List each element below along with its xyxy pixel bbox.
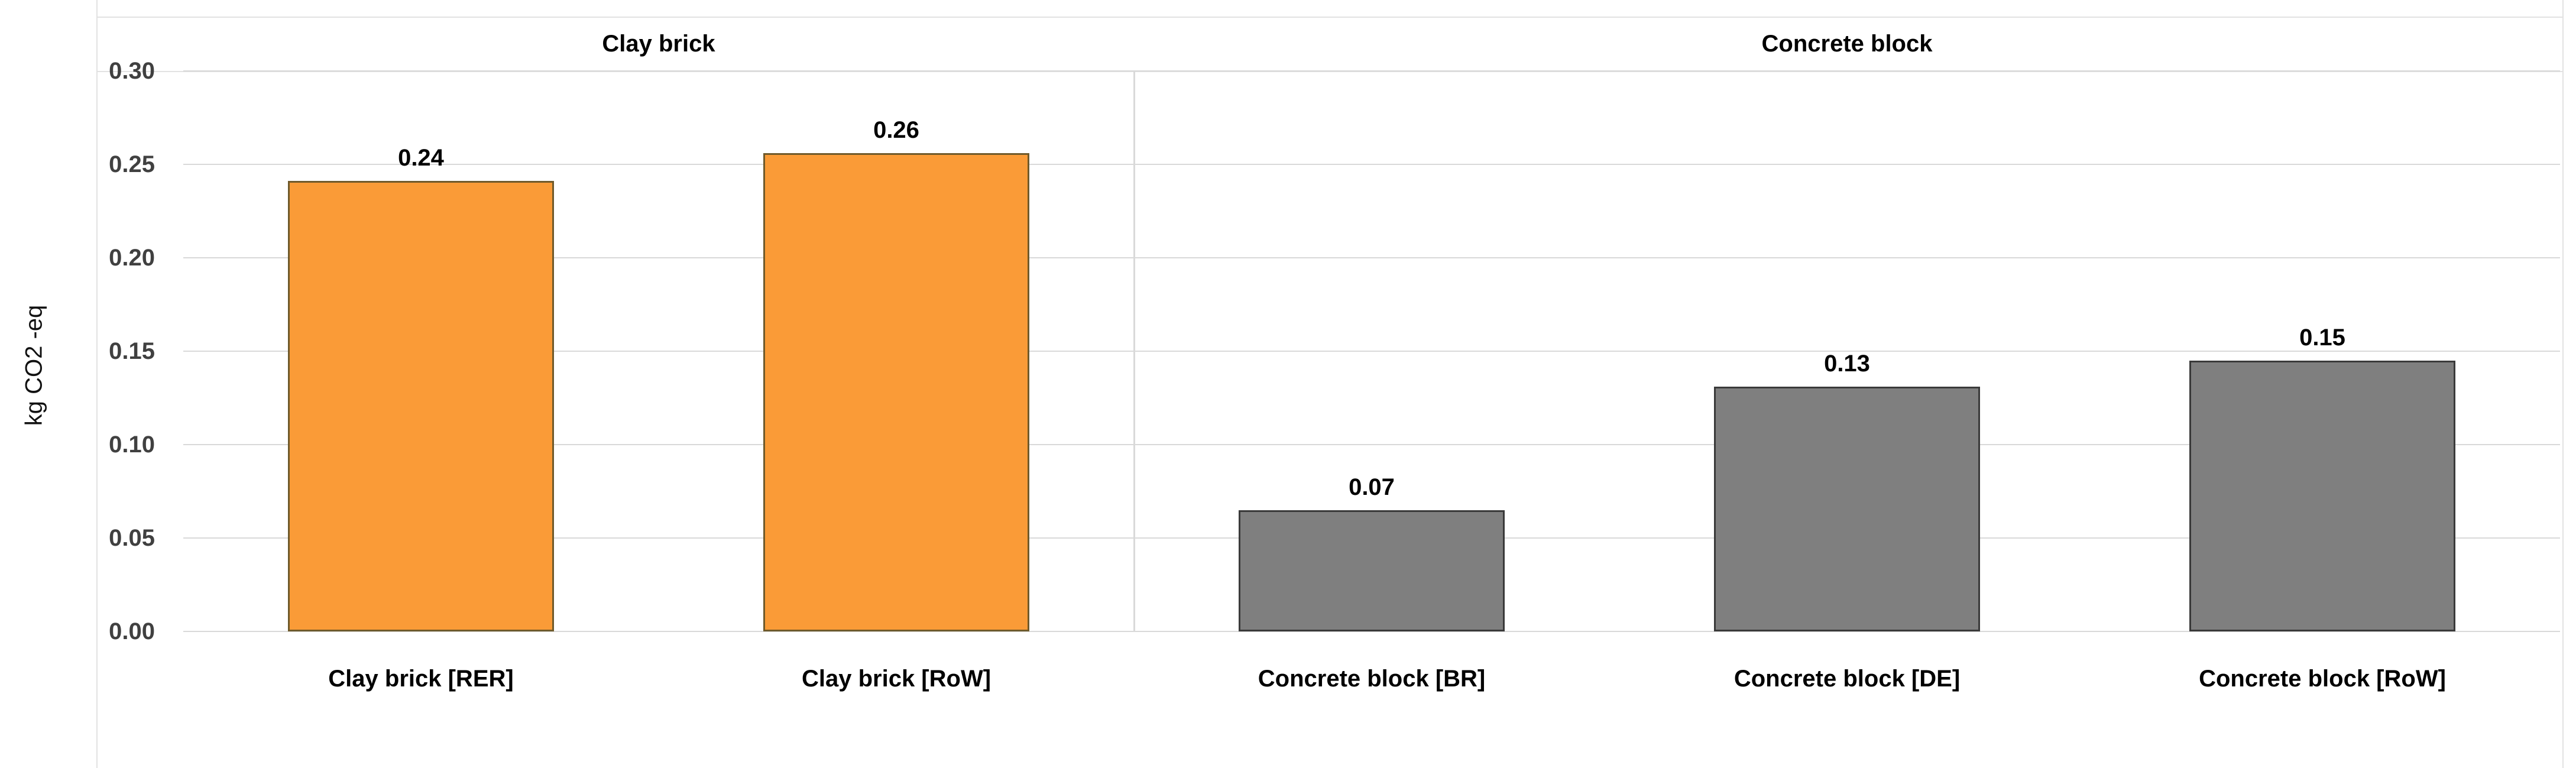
category-label: Clay brick [RER]: [328, 666, 514, 692]
bar-value-label: 0.26: [873, 117, 919, 144]
y-axis-tick-label: 0.15: [109, 338, 155, 364]
category-label: Clay brick [RoW]: [801, 666, 991, 692]
gridline: [183, 444, 2560, 445]
chart-top-border: [96, 17, 2564, 18]
group-header: Clay brick: [602, 31, 715, 57]
y-axis-tick-label: 0.20: [109, 245, 155, 271]
bar-value-label: 0.13: [1824, 351, 1870, 377]
bar-value-label: 0.15: [2299, 324, 2345, 351]
bar-value-label: 0.24: [398, 145, 444, 171]
bar: [2189, 360, 2455, 631]
bar: [1239, 510, 1505, 631]
bar-value-label: 0.07: [1349, 474, 1395, 500]
gridline: [183, 164, 2560, 165]
group-header: Concrete block: [1761, 31, 1933, 57]
chart-right-border: [2562, 0, 2564, 768]
bar: [288, 181, 554, 631]
y-axis-tick-label: 0.25: [109, 151, 155, 177]
y-axis-tick-label: 0.10: [109, 432, 155, 458]
chart-left-border: [96, 0, 98, 768]
y-axis-tick-label: 0.00: [109, 618, 155, 644]
group-divider: [1133, 71, 1135, 631]
category-label: Concrete block [DE]: [1733, 666, 1961, 692]
header-band-divider: [96, 71, 2564, 72]
bar: [1714, 387, 1980, 631]
gridline: [183, 70, 2560, 72]
gridline: [183, 351, 2560, 352]
gridline: [183, 257, 2560, 258]
gridline: [183, 631, 2560, 632]
category-label: Concrete block [RoW]: [2199, 666, 2446, 692]
y-axis-tick-label: 0.05: [109, 525, 155, 551]
y-axis-tick-label: 0.30: [109, 58, 155, 84]
category-label: Concrete block [BR]: [1258, 666, 1486, 692]
bar: [763, 153, 1029, 631]
